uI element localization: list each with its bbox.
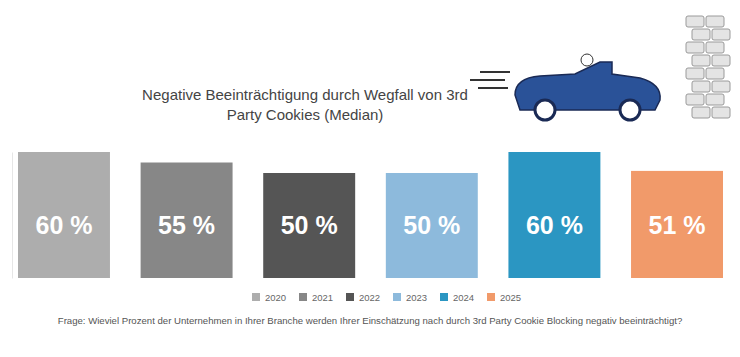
car-wheel (535, 100, 555, 120)
data-label: 60 % (526, 211, 583, 239)
legend-item: 2024 (440, 292, 474, 303)
bar (18, 152, 110, 278)
y-axis (12, 153, 13, 279)
speed-line (480, 71, 510, 73)
bar (631, 171, 723, 278)
y-axis-line (12, 153, 13, 279)
legend-swatch (346, 293, 354, 301)
bar (508, 152, 600, 278)
title: Negative Beeinträchtigung durch Wegfall … (142, 86, 468, 123)
legend-swatch (393, 293, 401, 301)
data-label: 60 % (35, 211, 92, 239)
brick (706, 94, 724, 105)
bar (263, 173, 355, 278)
data-label: 50 % (281, 211, 338, 239)
data-label: 55 % (158, 211, 215, 239)
legend-item: 2022 (346, 292, 380, 303)
brick (692, 29, 710, 40)
brick (686, 94, 704, 105)
legend-swatch (440, 293, 448, 301)
data-label: 51 % (649, 211, 706, 239)
legend-swatch (299, 293, 307, 301)
speed-line (470, 79, 505, 81)
car-icon (470, 54, 660, 120)
brick (712, 55, 730, 66)
brick (686, 68, 704, 79)
brick (686, 42, 704, 53)
brick (692, 107, 710, 118)
decoration (470, 16, 730, 120)
legend-label: 2022 (359, 292, 380, 303)
legend-item: 2020 (252, 292, 286, 303)
brick (712, 81, 730, 92)
bar (141, 163, 233, 279)
chart: Negative Beeinträchtigung durch Wegfall … (0, 0, 740, 357)
brick (706, 42, 724, 53)
car-wheel (620, 100, 640, 120)
brick (706, 16, 724, 27)
legend-item: 2021 (299, 292, 333, 303)
legend-label: 2025 (500, 292, 521, 303)
brick (712, 107, 730, 118)
legend: 2020 2021 2022 2023 2024 2025 (252, 292, 521, 303)
car-head (581, 54, 593, 66)
legend-swatch (487, 293, 495, 301)
legend-item: 2025 (487, 292, 521, 303)
legend-item: 2023 (393, 292, 427, 303)
legend-label: 2021 (312, 292, 333, 303)
brick (686, 16, 704, 27)
annotation: Frage: Wieviel Prozent der Unternehmen i… (58, 315, 682, 326)
data-labels: 60 % 55 % 50 % 50 % 60 % 51 % (35, 211, 705, 239)
brick (712, 29, 730, 40)
bars (18, 152, 723, 278)
data-label: 50 % (403, 211, 460, 239)
bar (386, 173, 478, 278)
brick (692, 81, 710, 92)
legend-label: 2023 (406, 292, 427, 303)
brick-wall (686, 16, 730, 118)
brick (706, 68, 724, 79)
legend-swatch (252, 293, 260, 301)
speed-line (478, 87, 508, 89)
legend-label: 2020 (265, 292, 286, 303)
legend-label: 2024 (453, 292, 474, 303)
brick (692, 55, 710, 66)
